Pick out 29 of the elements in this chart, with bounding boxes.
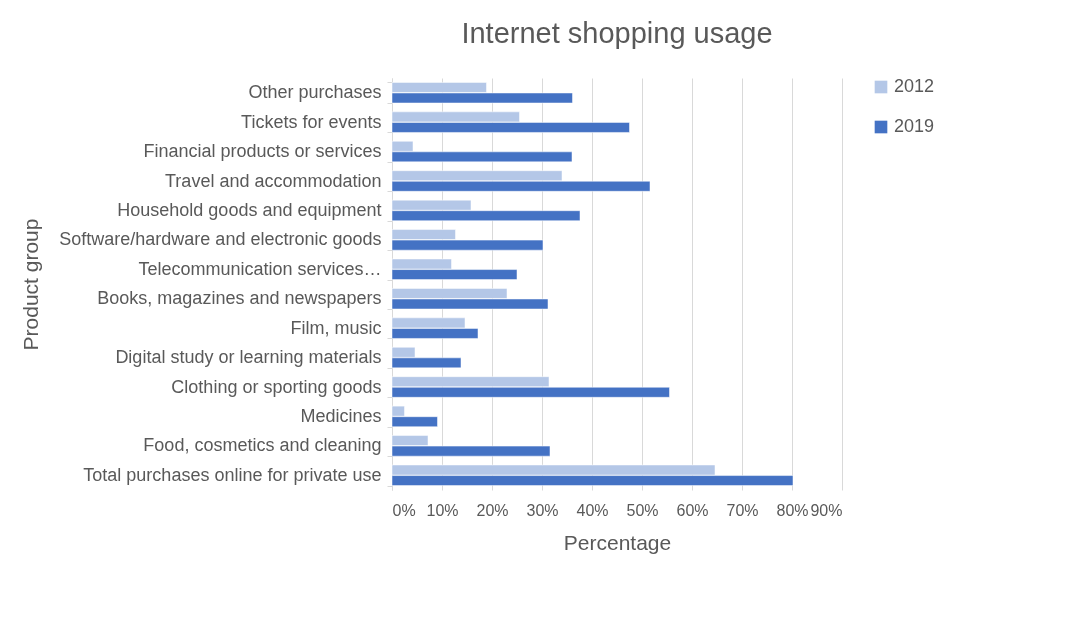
y-tick-label: Food, cosmetics and cleaning: [143, 435, 382, 456]
x-tick-label: 50%: [626, 501, 659, 519]
x-tick-label: 20%: [476, 501, 509, 519]
chart-title: Internet shopping usage: [461, 17, 773, 49]
x-tick-label: 30%: [526, 501, 559, 519]
y-axis-title: Product group: [19, 218, 43, 351]
y-tick-label: Clothing or sporting goods: [171, 376, 382, 397]
y-tick-label: Books, magazines and newspapers: [97, 288, 382, 309]
y-tick-label: Digital study or learning materials: [115, 347, 382, 368]
y-tick-label: Other purchases: [248, 82, 382, 103]
legend-label: 2012: [894, 76, 935, 96]
y-tick-label: Travel and accommodation: [165, 170, 382, 191]
y-tick-label: Total purchases online for private use: [83, 464, 382, 485]
x-tick-label: 0%: [392, 501, 416, 519]
x-tick-label: 10%: [426, 501, 459, 519]
legend-label: 2019: [894, 116, 935, 136]
x-tick-label: 60%: [676, 501, 709, 519]
y-tick-label: Medicines: [300, 405, 382, 426]
y-tick-label: Film, music: [290, 317, 382, 338]
y-tick-label: Financial products or services: [143, 141, 382, 162]
x-tick-label: 90%: [810, 501, 843, 519]
y-tick-label: Software/hardware and electronic goods: [59, 229, 382, 250]
x-axis-title: Percentage: [563, 530, 672, 554]
y-tick-label: Telecommunication services…: [138, 258, 382, 279]
y-tick-label: Tickets for events: [241, 111, 382, 132]
x-tick-label: 80%: [776, 501, 809, 519]
y-tick-label: Household goods and equipment: [117, 199, 382, 220]
x-tick-label: 70%: [726, 501, 759, 519]
x-tick-label: 40%: [576, 501, 609, 519]
